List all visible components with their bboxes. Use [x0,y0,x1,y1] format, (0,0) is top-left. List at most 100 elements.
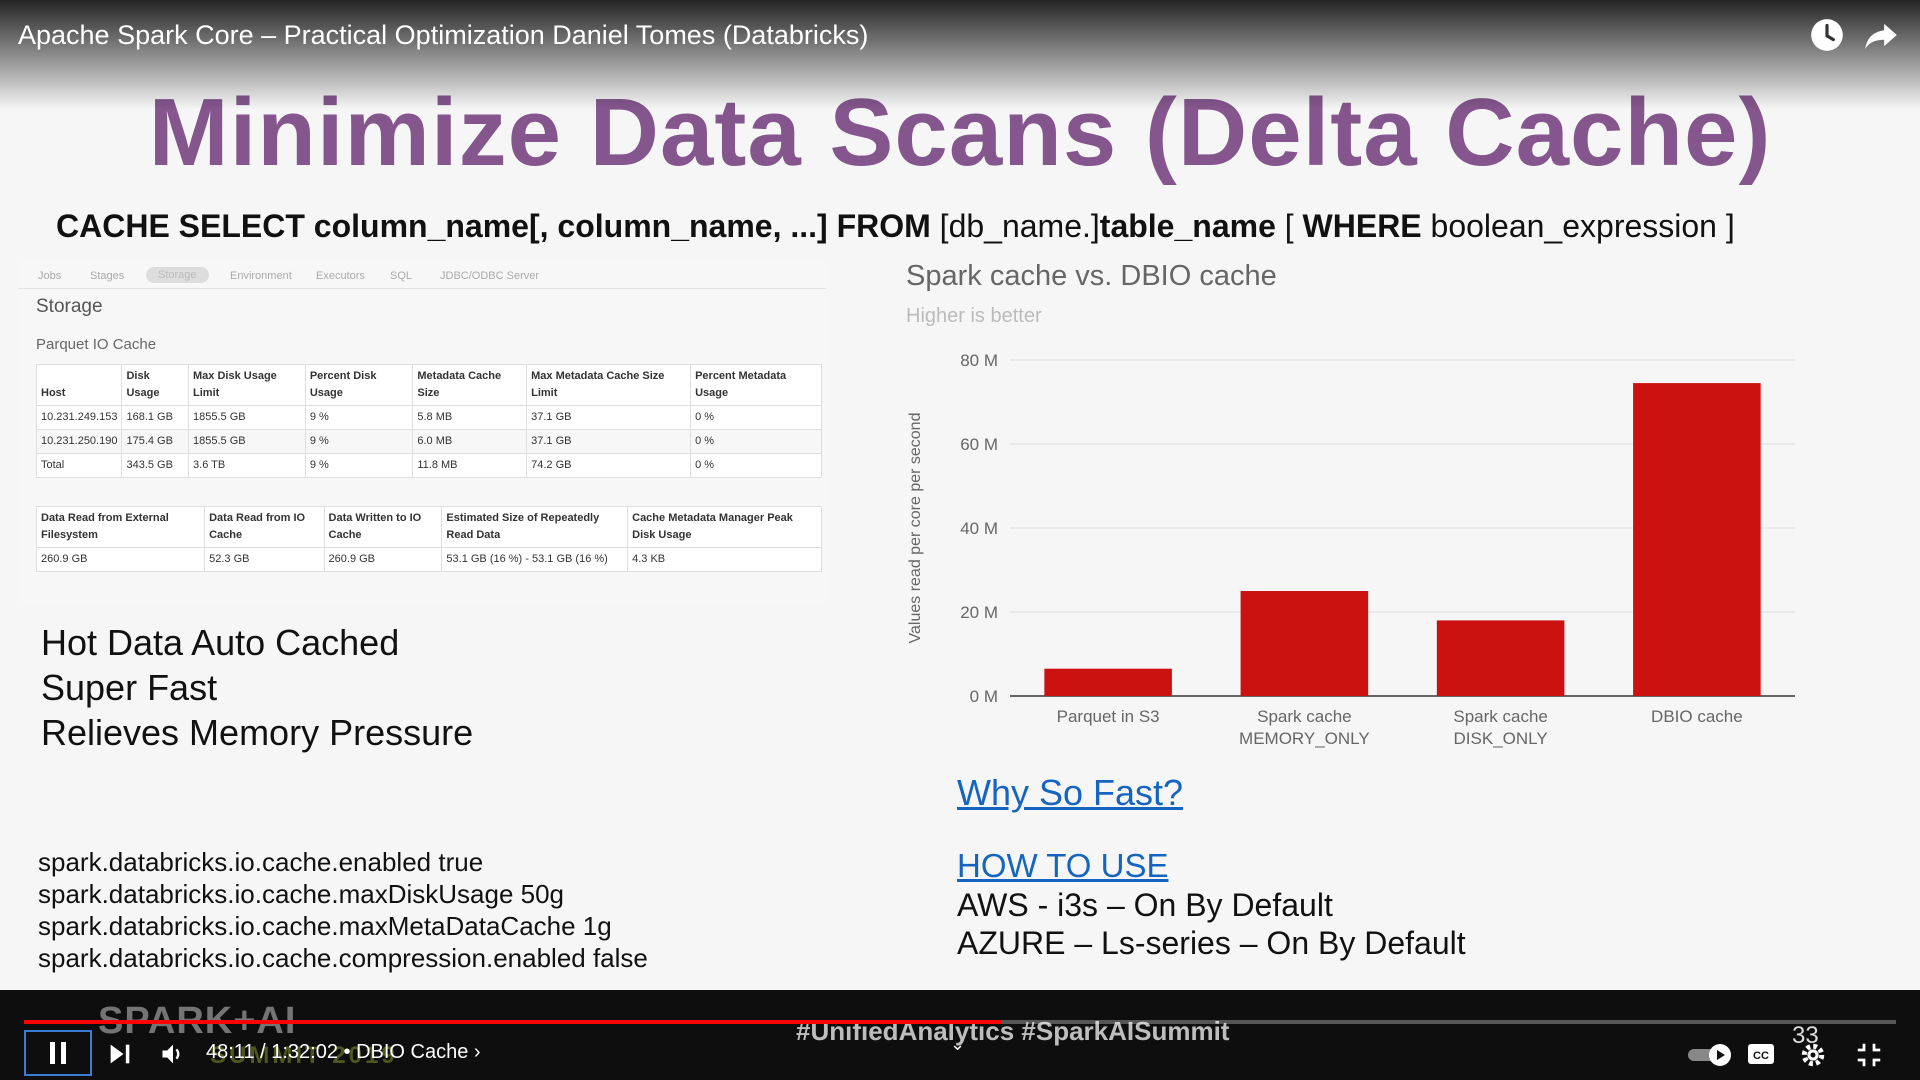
next-icon[interactable] [106,1040,134,1068]
config-line: spark.databricks.io.cache.maxMetaDataCac… [38,911,612,941]
y-tick-label: 0 M [970,687,998,706]
chevron-down-icon[interactable]: ⌄ [950,1034,966,1054]
table-row: 10.231.250.190 175.4 GB 1855.5 GB 9 % 6.0 MB… [35,429,822,454]
x-tick-label: Parquet in S3 [1057,707,1160,726]
exit-fullscreen-icon[interactable] [1854,1040,1884,1070]
table-cell: 1855.5 GB [188,429,306,454]
sql-table: table_name [1099,208,1276,244]
table-cell: 74.2 GB [526,453,692,478]
table-header: Disk Usage [121,364,190,406]
why-so-fast-link[interactable]: Why So Fast? [957,772,1184,813]
table-cell: 10.231.250.190 [35,429,123,454]
sql-syntax: CACHE SELECT column_name[, column_name, … [56,208,1735,245]
bullet-list: Hot Data Auto Cached Super Fast Relieves… [41,620,473,755]
x-tick-label: Spark cache [1257,707,1352,726]
table-header: Data Read from External Filesystem [35,506,206,548]
config-list: spark.databricks.io.cache.enabled true s… [38,846,648,974]
table-cell: 9 % [304,429,414,454]
table-header: Max Metadata Cache Size Limit [526,364,692,406]
table-cell: 168.1 GB [121,405,190,430]
spark-ui-heading: Storage [36,296,103,317]
sql-db: [db_name.] [939,208,1100,244]
chart-title: Spark cache vs. DBIO cache [906,260,1277,292]
table-cell: 37.1 GB [526,405,692,430]
table-cell: 9 % [304,453,414,478]
table-cell: 260.9 GB [35,547,206,572]
table-cell: 9 % [304,405,414,430]
io-cache-summary-table: Data Read from External Filesystem Data R… [35,506,822,572]
player-controls [0,990,1920,1080]
chart-subtitle: Higher is better [906,305,1042,327]
spark-ui-tab-jobs: Jobs [38,270,62,282]
table-cell: 175.4 GB [121,429,190,454]
bullet-item: Hot Data Auto Cached [41,622,400,663]
captions-icon[interactable]: CC [1746,1040,1776,1068]
spark-ui-tab-storage: Storage [146,267,209,283]
spark-ui-tab-environment: Environment [230,270,292,282]
spark-ui-tab-sql: SQL [390,270,413,282]
y-tick-label: 40 M [960,519,998,538]
table-cell: 11.8 MB [412,453,528,478]
settings-gear-icon[interactable] [1798,1040,1828,1070]
x-tick-label: MEMORY_ONLY [1239,729,1370,748]
table-cell: 52.3 GB [204,547,325,572]
slide: Minimize Data Scans (Delta Cache) CACHE … [0,0,1920,990]
sql-columns-bold: column_name[, column_name, ...] [314,208,828,244]
table-header: Max Disk Usage Limit [188,364,306,406]
table-cell: 0 % [690,405,822,430]
table-header: Metadata Cache Size [412,364,528,406]
sql-keyword-from: FROM [836,208,931,244]
table-cell: 0 % [690,453,822,478]
bullet-item: Relieves Memory Pressure [41,712,474,753]
table-header: Percent Metadata Usage [690,364,822,406]
time-display: 48:11 / 1:32:02 • DBIO Cache › [206,1041,481,1063]
y-axis-label: Values read per core per second [907,413,924,644]
table-header: Percent Disk Usage [304,364,414,406]
bullet-item: Super Fast [41,667,218,708]
pause-button[interactable] [24,1030,92,1076]
bar [1240,591,1369,696]
spark-ui-tab-executors: Executors [316,270,365,282]
table-cell: 6.0 MB [412,429,528,454]
share-icon[interactable] [1862,16,1900,54]
config-line: spark.databricks.io.cache.compression.en… [38,943,648,973]
table-header: Host [35,364,123,406]
table-header: Data Read from IO Cache [204,506,325,548]
table-cell: 3.6 TB [188,453,306,478]
svg-text:CC: CC [1753,1050,1769,1062]
x-tick-label: Spark cache [1453,707,1548,726]
sql-keyword-where: WHERE [1302,208,1422,244]
spark-ui-tab-stages: Stages [90,270,125,282]
y-tick-label: 20 M [960,603,998,622]
watch-later-icon[interactable] [1808,16,1846,54]
spark-ui-screenshot: Jobs Stages Storage Environment Executor… [18,262,826,602]
x-tick-label: DBIO cache [1651,707,1743,726]
config-line: spark.databricks.io.cache.maxDiskUsage 5… [38,879,565,909]
bar [1044,668,1172,696]
sql-expr: boolean_expression ] [1430,208,1735,244]
sql-bracket: [ [1284,208,1294,244]
spark-ui-tab-jdbc: JDBC/ODBC Server [440,270,540,282]
parquet-cache-table: Host Disk Usage Max Disk Usage Limit Percen… [35,364,822,478]
how-to-use-link[interactable]: HOW TO USE [957,847,1169,884]
config-line: spark.databricks.io.cache.enabled true [38,847,484,877]
bar [1633,383,1761,696]
table-row: 10.231.249.153 168.1 GB 1855.5 GB 9 % 5.8 MB… [35,405,822,430]
table-cell: 37.1 GB [526,429,692,454]
table-row: Total 343.5 GB 3.6 TB 9 % 11.8 MB 74.2 GB 0 % [35,453,822,478]
y-tick-label: 80 M [960,351,998,370]
summit-logo-sub-overlay: SUMMIT 2019 [210,1042,398,1069]
sql-keyword-cache-select: CACHE SELECT [56,208,305,244]
autoplay-toggle[interactable] [1686,1042,1736,1068]
x-tick-label: DISK_ONLY [1454,729,1548,748]
table-cell: 260.9 GB [323,547,443,572]
video-top-gradient [0,0,1920,110]
video-title[interactable]: Apache Spark Core – Practical Optimizati… [18,20,869,50]
table-cell: 343.5 GB [121,453,190,478]
spark-ui-subheading: Parquet IO Cache [36,336,157,353]
volume-icon[interactable] [158,1040,188,1068]
progress-played[interactable] [24,1020,1002,1024]
bar [1436,620,1565,696]
cloud-line-aws: AWS - i3s – On By Default [957,887,1333,923]
chapter-title[interactable]: DBIO Cache [356,1041,469,1063]
